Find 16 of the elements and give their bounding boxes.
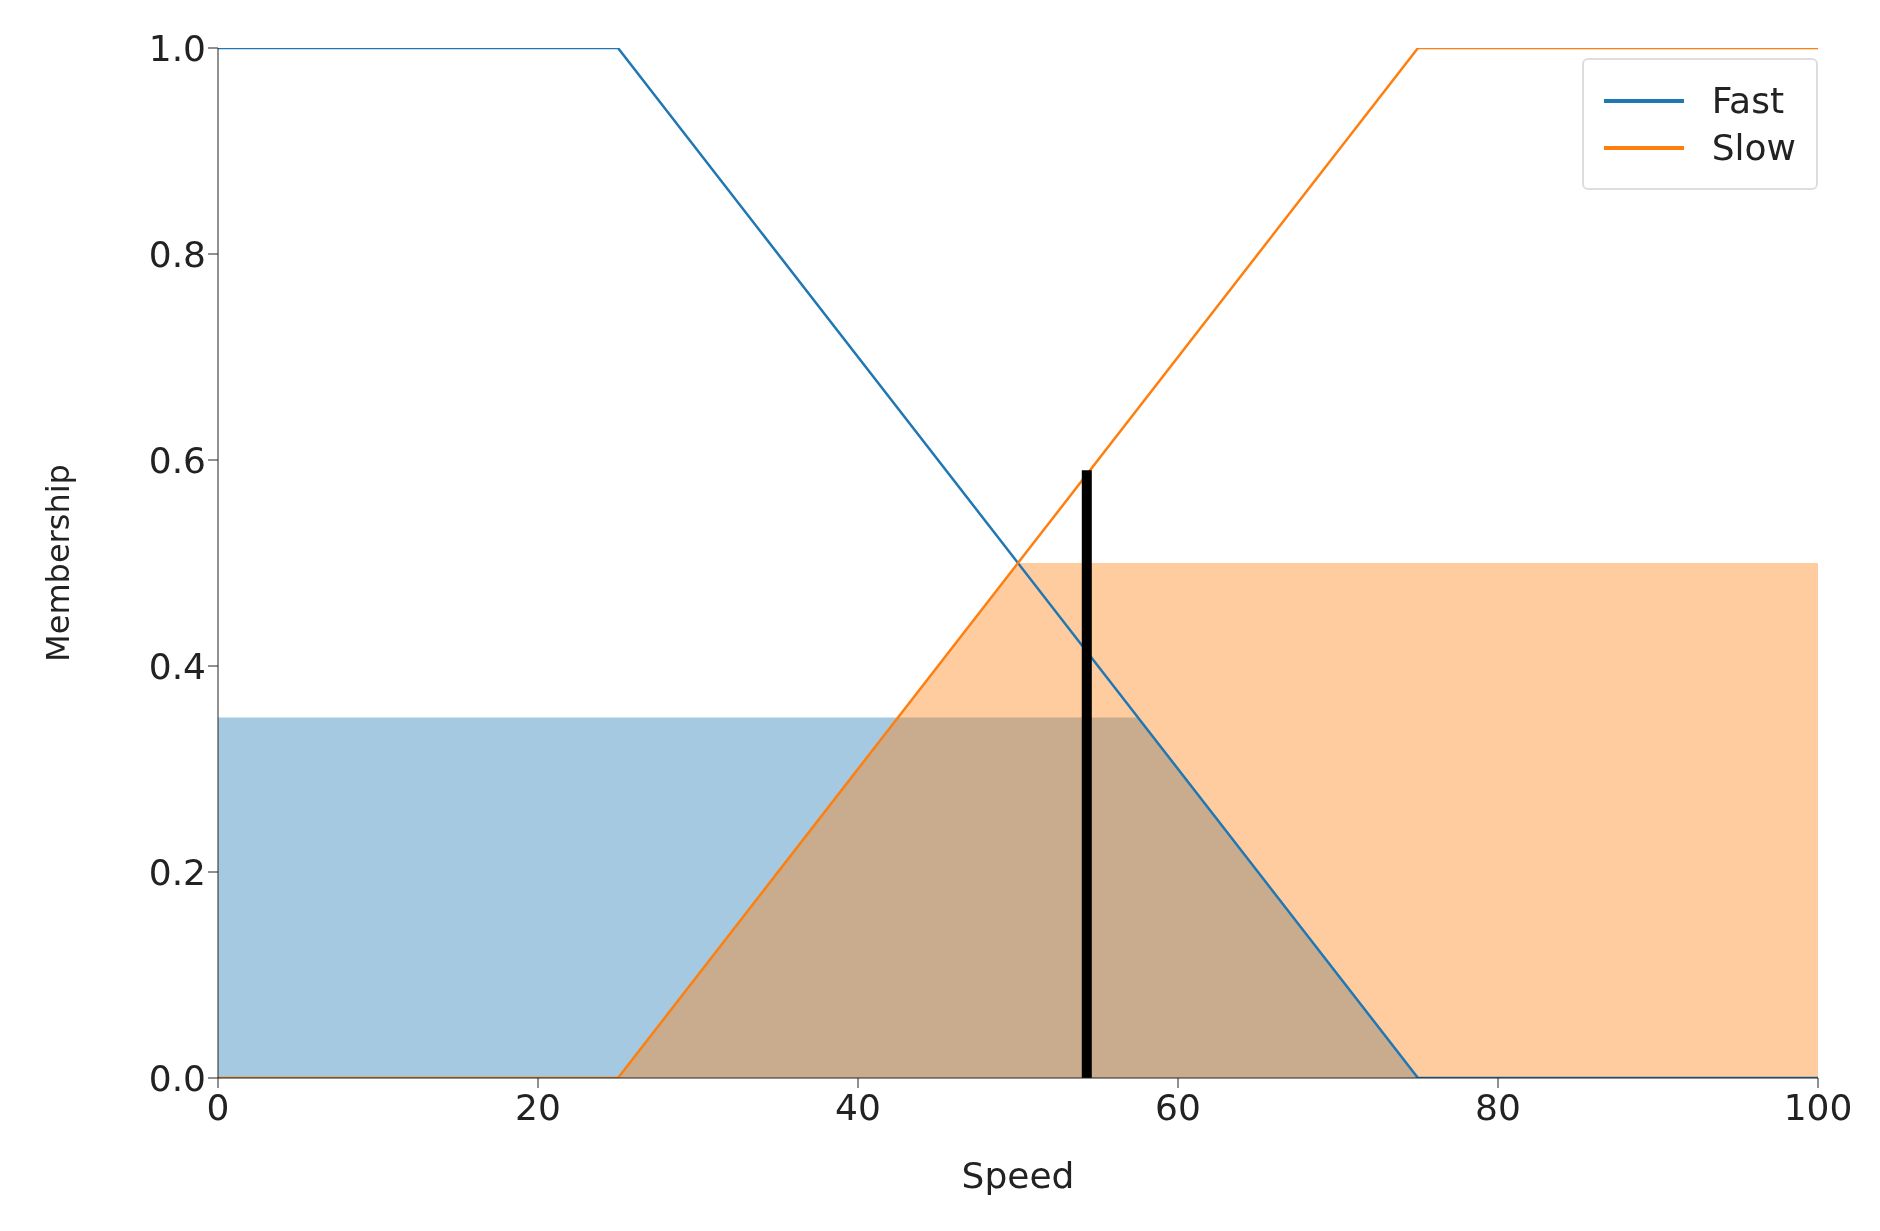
x-tick-label: 20 <box>515 1086 561 1128</box>
x-tick-label: 100 <box>1783 1086 1853 1128</box>
y-axis-title: Membership <box>39 464 78 662</box>
y-tick-label: 0.0 <box>148 1057 206 1099</box>
x-tick-label: 0 <box>206 1086 230 1128</box>
y-tick-label: 0.2 <box>148 851 206 893</box>
y-tick-label: 1.0 <box>148 27 206 69</box>
legend-label: Fast <box>1711 80 1785 121</box>
x-tick-label: 40 <box>835 1086 881 1128</box>
legend-label: Slow <box>1711 127 1796 168</box>
y-tick-label: 0.6 <box>148 439 206 481</box>
y-tick-label: 0.8 <box>148 233 206 275</box>
x-tick-label: 80 <box>1475 1086 1521 1128</box>
x-tick-label: 60 <box>1155 1086 1201 1128</box>
y-tick-label: 0.4 <box>148 645 206 687</box>
x-axis-title: Speed <box>961 1155 1075 1196</box>
